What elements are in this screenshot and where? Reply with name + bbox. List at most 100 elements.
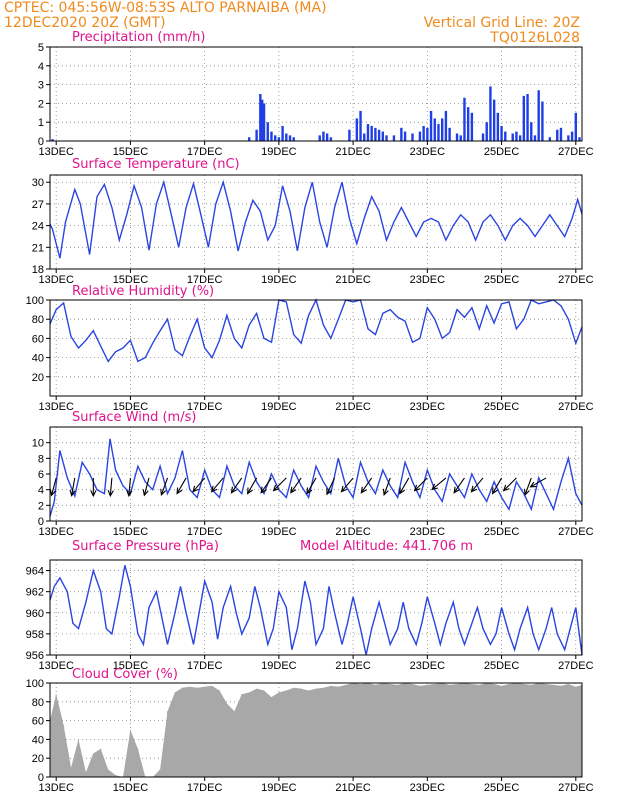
wind-arrow-head [69, 489, 76, 497]
cloud-bar [100, 748, 102, 777]
x-tick-label: 23DEC [410, 782, 446, 794]
series-line [49, 179, 583, 259]
panel-title: Surface Pressure (hPa) [72, 539, 219, 554]
cloud-bar [530, 684, 532, 777]
wind-arrow-head [107, 490, 114, 498]
x-tick-label: 17DEC [187, 782, 223, 794]
panel-title: Surface Wind (m/s) [72, 410, 196, 425]
precip-bar [259, 94, 262, 141]
x-tick-label: 13DEC [38, 274, 74, 286]
y-tick-label: 60 [32, 716, 44, 728]
precip-bar [377, 129, 381, 141]
x-tick-label: 27DEC [558, 526, 594, 538]
x-tick-label: 17DEC [187, 146, 223, 158]
panel-title: Cloud Cover (%) [72, 667, 178, 682]
precip-bar [292, 137, 295, 141]
y-tick-label: 5 [38, 42, 44, 54]
cloud-bar [293, 687, 295, 777]
cloud-bar [523, 683, 525, 777]
panel-frame [49, 174, 583, 270]
x-tick-label: 19DEC [261, 526, 297, 538]
cloud-bar [308, 690, 310, 777]
cloud-bar [270, 697, 272, 777]
wind-arrow [414, 477, 428, 492]
x-tick-label: 17DEC [187, 401, 223, 413]
wind-arrow-head [176, 487, 183, 495]
wind-arrow-head [290, 486, 297, 494]
x-tick-label: 25DEC [484, 401, 520, 413]
y-tick-label: 2 [38, 98, 44, 110]
x-tick-label: 23DEC [410, 146, 446, 158]
wind-arrow-head [90, 490, 97, 498]
y-tick-label: 960 [26, 608, 44, 620]
precip-bar [411, 133, 414, 141]
wind-arrow-head [160, 488, 167, 497]
cloud-bar [256, 688, 258, 777]
precip-bar [466, 107, 470, 141]
wind-arrow [290, 477, 302, 493]
panel-title: Relative Humidity (%) [72, 284, 214, 299]
x-tick-label: 21DEC [335, 526, 371, 538]
y-tick-label: 0 [38, 772, 44, 784]
precip-bar [366, 124, 370, 141]
x-tick-label: 21DEC [335, 401, 371, 413]
cloud-bar [129, 730, 131, 777]
precip-bar [570, 131, 574, 141]
x-tick-label: 21DEC [335, 660, 371, 672]
panel-1: Precipitation (mm/h) 0 1 2 3 4 5 13DEC 15DEC 17DE… [38, 30, 594, 158]
cloud-bar [456, 683, 458, 777]
panel-title: Surface Temperature (nC) [72, 157, 240, 172]
cloud-bar [419, 685, 421, 777]
wind-arrow [128, 477, 131, 496]
wind-arrow-head [49, 489, 56, 497]
cloud-bar [560, 685, 562, 777]
precip-bar [567, 135, 570, 141]
cloud-bar [70, 767, 72, 777]
cloud-bar [189, 686, 191, 777]
wind-arrow [383, 477, 391, 496]
precip-bar [537, 90, 540, 141]
x-tick-label: 19DEC [261, 660, 297, 672]
wind-arrow-head [523, 488, 530, 497]
x-tick-label: 19DEC [261, 782, 297, 794]
cloud-bar [449, 684, 451, 777]
wind-arrow-head [470, 485, 478, 493]
x-tick-label: 13DEC [38, 782, 74, 794]
cloud-bar [345, 684, 347, 777]
precip-bar [485, 122, 488, 141]
precip-bar [511, 133, 514, 141]
precip-bar [392, 135, 396, 141]
wind-arrow [71, 477, 76, 496]
precip-bar [504, 131, 507, 141]
precip-bar [556, 129, 559, 141]
y-tick-label: 1 [38, 117, 44, 129]
precip-bar [433, 118, 436, 141]
precip-bar [348, 129, 351, 141]
precip-bar [459, 135, 462, 141]
wind-arrow-head [192, 485, 199, 493]
x-tick-label: 19DEC [261, 401, 297, 413]
x-tick-label: 25DEC [484, 660, 520, 672]
wind-arrow [211, 477, 224, 493]
cloud-bar [204, 686, 206, 777]
cloud-bar [174, 692, 176, 777]
precip-bar [355, 118, 359, 141]
cloud-bar [226, 703, 228, 777]
cloud-bar [300, 688, 302, 777]
cloud-bar [107, 769, 109, 777]
wind-arrow [192, 477, 206, 493]
x-tick-label: 15DEC [113, 526, 149, 538]
cloud-bar [545, 683, 547, 777]
y-tick-label: 8 [38, 453, 44, 465]
panels-group: Precipitation (mm/h) 0 1 2 3 4 5 13DEC 15DEC 17DE… [26, 30, 594, 794]
x-tick-label: 17DEC [187, 660, 223, 672]
precip-bar [322, 131, 325, 141]
x-tick-label: 21DEC [335, 146, 371, 158]
series-line [49, 298, 583, 363]
cloud-bar [575, 686, 577, 777]
cloud-bar [330, 685, 332, 777]
cloud-bar [315, 688, 317, 777]
cloud-bar [115, 775, 117, 777]
precip-bar [277, 137, 281, 141]
y-tick-label: 4 [38, 61, 44, 73]
